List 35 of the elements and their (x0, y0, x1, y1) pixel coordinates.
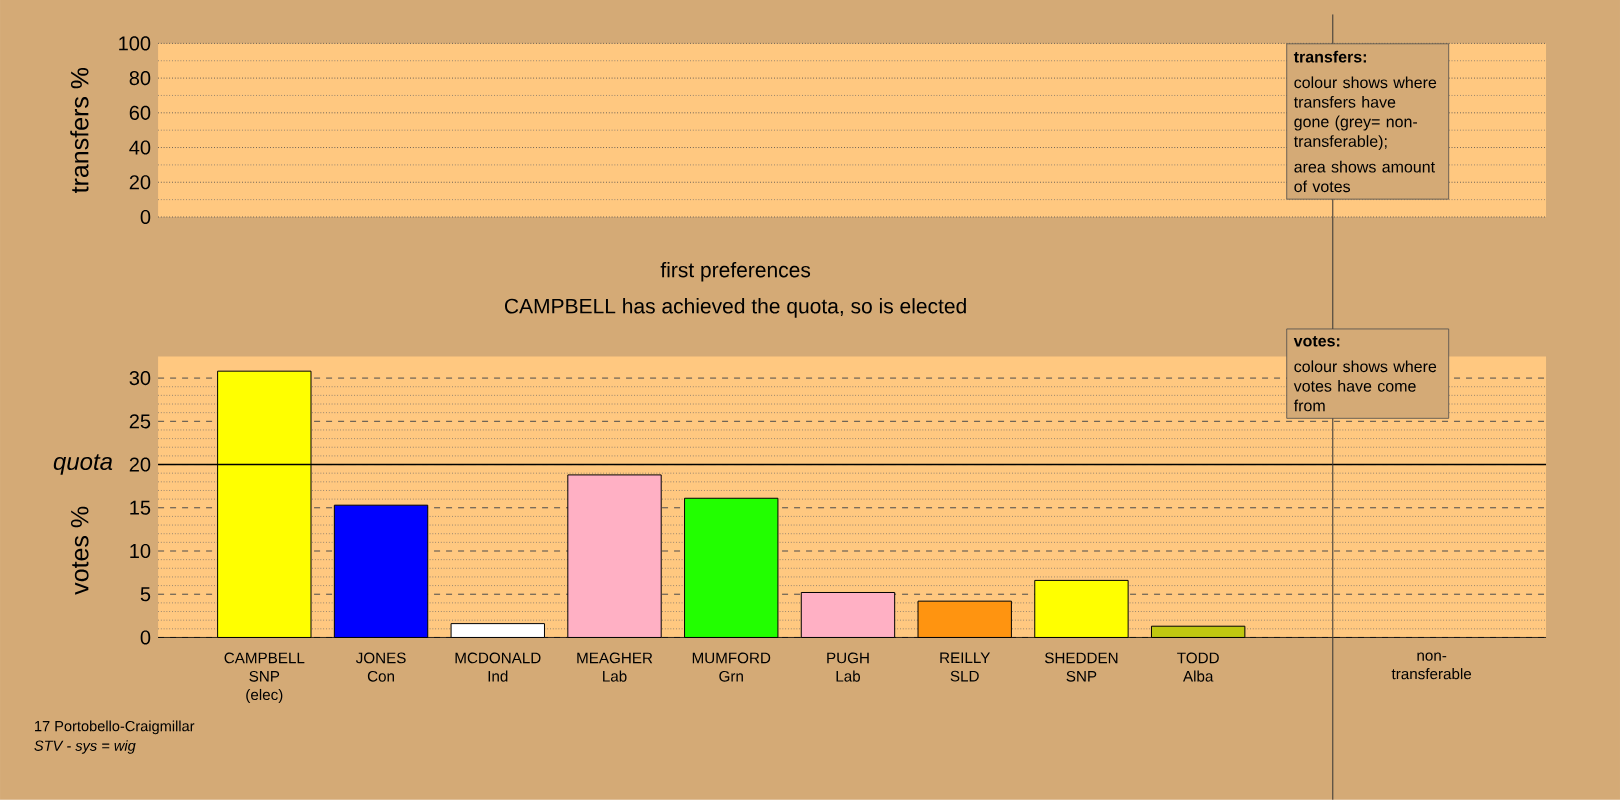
x-tick-label: PUGH Lab (827, 652, 869, 682)
x-tick-label: CAMPBELL SNP (elec) (224, 652, 305, 703)
y-tick-label: 15 (130, 500, 151, 515)
y-tick-label: 30 (129, 370, 151, 386)
x-tick-label: MCDONALD Ind (455, 652, 541, 682)
text: votes: (1293, 335, 1340, 347)
y-tick-label: 5 (140, 587, 151, 602)
x-tick-label: JONES Con (355, 652, 406, 682)
annotation: transfers: (1293, 50, 1366, 63)
y-tick-label: 0 (140, 209, 151, 224)
x-tick-label: non-transferable (1391, 652, 1472, 680)
y-tick-label: 0 (140, 630, 151, 645)
chart-title: first preferences (660, 261, 811, 282)
text: 17 Portobello-Craigmillar (35, 720, 195, 735)
y-tick-label: 40 (129, 140, 151, 155)
chart-subtitle: CAMPBELL has achieved the quota, so is elected (504, 298, 966, 318)
y-tick-label: 80 (129, 70, 151, 86)
x-tick-label: REILLY SLD (940, 652, 991, 682)
y-tick-label: 10 (130, 543, 151, 558)
annotation: colour shows where transfers have gone (grey= non-transferable); (1293, 76, 1437, 151)
x-tick-label: TODD Alba (1177, 652, 1219, 682)
y-tick-label: 20 (129, 457, 151, 472)
y-tick-label: 100 (119, 36, 151, 51)
x-tick-label: MUMFORD Grn (692, 652, 771, 682)
x-tick-label: MEAGHER Lab (577, 652, 653, 682)
y-tick-label: 20 (129, 175, 151, 190)
annotation: colour shows where votes have come from (1293, 360, 1437, 412)
ref-line-label: quota (53, 454, 113, 475)
y-tick-label: 25 (129, 414, 151, 429)
annotation: area shows amount of votes (1294, 160, 1435, 193)
text: STV - sys = wig (34, 740, 136, 754)
y-tick-label: 60 (129, 105, 151, 120)
y-axis-title: votes % (70, 506, 89, 595)
y-axis-title: transfers % (70, 67, 89, 193)
x-tick-label: SHEDDEN SNP (1044, 652, 1118, 682)
